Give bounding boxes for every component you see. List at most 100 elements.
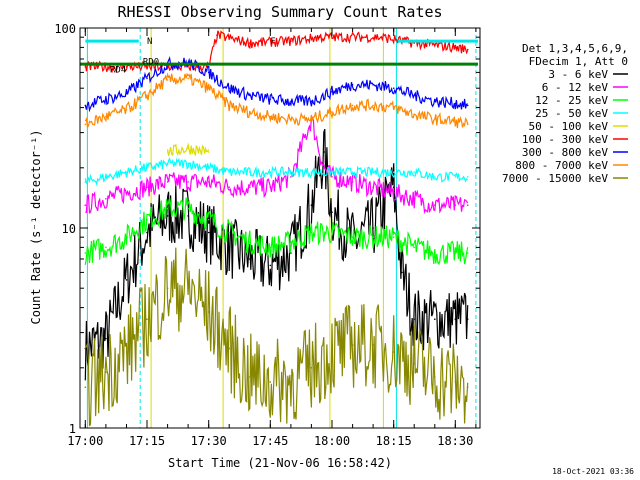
series-point bbox=[249, 94, 251, 97]
series-point bbox=[323, 167, 325, 169]
series-point bbox=[351, 84, 354, 86]
series-point bbox=[125, 171, 128, 173]
y-axis-label: Count Rate (s⁻¹ detector⁻¹) bbox=[29, 129, 43, 324]
series-point bbox=[310, 100, 313, 103]
series-point bbox=[434, 176, 436, 178]
series-point bbox=[290, 100, 292, 103]
series-point bbox=[331, 231, 333, 234]
series-point bbox=[454, 252, 457, 254]
series-point bbox=[331, 351, 333, 353]
series-point bbox=[434, 376, 436, 378]
legend: Det 1,3,4,5,6,9,FDecim 1, Att 03 - 6 keV… bbox=[502, 42, 628, 185]
series-point bbox=[434, 318, 436, 321]
legend-entry-label: 800 - 7000 keV bbox=[515, 159, 608, 172]
series-point bbox=[125, 92, 128, 95]
series-point bbox=[466, 48, 469, 51]
series-point bbox=[318, 36, 321, 38]
series-point bbox=[413, 362, 416, 365]
series-point bbox=[310, 171, 313, 173]
series-point bbox=[146, 167, 148, 169]
y-axis-ticks: 1 10 100 bbox=[54, 22, 480, 436]
series-point bbox=[125, 66, 128, 68]
series-group bbox=[84, 157, 469, 186]
series-point bbox=[392, 351, 395, 353]
series-point bbox=[401, 271, 403, 274]
series-point bbox=[84, 181, 87, 183]
series-point bbox=[323, 151, 325, 153]
series-point bbox=[125, 279, 128, 281]
legend-entry-label: 7000 - 15000 keV bbox=[502, 172, 608, 185]
series-point bbox=[290, 171, 292, 173]
series-point bbox=[125, 236, 128, 238]
series-point bbox=[269, 98, 272, 101]
series-point bbox=[466, 123, 469, 126]
series-point bbox=[454, 176, 457, 178]
series-point bbox=[454, 318, 457, 321]
series-point bbox=[187, 162, 189, 165]
series-point bbox=[207, 71, 210, 74]
series-point bbox=[392, 87, 395, 89]
series-point bbox=[392, 171, 395, 173]
series-point bbox=[331, 211, 333, 213]
annotation-label: RD0 bbox=[143, 58, 159, 68]
series-point bbox=[466, 386, 469, 389]
series-point bbox=[290, 40, 292, 42]
series-point bbox=[269, 264, 272, 267]
series-point bbox=[392, 106, 395, 109]
annotation-label: RD4 bbox=[110, 66, 126, 76]
series-layer bbox=[84, 30, 469, 427]
series-point bbox=[105, 246, 107, 249]
series-line bbox=[84, 72, 469, 129]
series-point bbox=[249, 241, 251, 243]
series-point bbox=[290, 118, 292, 120]
series-point bbox=[413, 113, 416, 116]
series-point bbox=[105, 337, 107, 340]
series-point bbox=[372, 236, 374, 238]
series-point bbox=[166, 79, 169, 81]
series-point bbox=[249, 186, 251, 188]
series-point bbox=[372, 171, 374, 173]
legend-entry-label: 3 - 6 keV bbox=[548, 68, 608, 81]
x-axis-label: Start Time (21-Nov-06 16:58:42) bbox=[168, 456, 392, 470]
chart-title: RHESSI Observing Summary Count Rates bbox=[117, 3, 442, 21]
series-group bbox=[166, 142, 210, 157]
series-point bbox=[413, 171, 416, 173]
x-tick-label: 17:45 bbox=[252, 434, 288, 448]
series-point bbox=[146, 318, 148, 321]
series-point bbox=[105, 371, 107, 374]
x-tick-label: 17:30 bbox=[191, 434, 227, 448]
series-point bbox=[207, 151, 210, 153]
annotation-label: F bbox=[270, 37, 275, 47]
generation-timestamp: 18-Oct-2021 03:36 bbox=[552, 467, 634, 476]
series-point bbox=[207, 181, 210, 183]
series-line bbox=[167, 142, 210, 157]
series-point bbox=[351, 104, 354, 107]
series-line bbox=[84, 197, 469, 266]
series-point bbox=[105, 115, 107, 118]
series-point bbox=[187, 77, 189, 80]
series-point bbox=[166, 181, 169, 183]
series-point bbox=[310, 231, 313, 234]
series-point bbox=[187, 287, 189, 290]
series-point bbox=[146, 186, 148, 188]
series-point bbox=[310, 367, 313, 369]
series-point bbox=[187, 207, 189, 210]
x-tick-label: 17:15 bbox=[129, 434, 165, 448]
series-point bbox=[372, 344, 374, 346]
series-point bbox=[372, 104, 374, 107]
series-point bbox=[454, 204, 457, 206]
series-point bbox=[228, 87, 230, 89]
series-point bbox=[228, 231, 230, 234]
series-point bbox=[146, 94, 148, 97]
series-point bbox=[105, 98, 107, 101]
series-point bbox=[434, 204, 436, 206]
series-point bbox=[207, 231, 210, 234]
series-point bbox=[187, 147, 189, 150]
series-point bbox=[413, 198, 416, 200]
series-point bbox=[413, 42, 416, 44]
series-point bbox=[207, 311, 210, 313]
series-point bbox=[269, 115, 272, 118]
series-point bbox=[466, 204, 469, 206]
series-point bbox=[434, 118, 436, 120]
series-point bbox=[351, 236, 354, 238]
